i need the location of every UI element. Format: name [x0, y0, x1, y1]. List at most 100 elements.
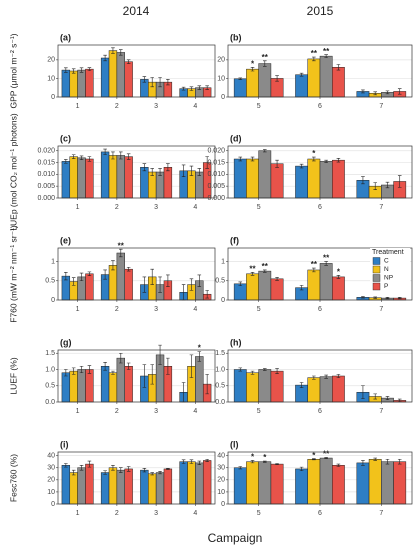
- error-bar: [373, 457, 377, 461]
- bar: [61, 465, 71, 505]
- error-bar: [197, 460, 202, 465]
- significance-mark: *: [312, 149, 316, 158]
- y-tick-label: 20: [47, 477, 55, 484]
- bar: [246, 68, 259, 98]
- y-tick-label: 0.020: [207, 148, 225, 155]
- error-bar: [263, 460, 267, 463]
- x-tick-label: 1: [76, 510, 80, 517]
- error-bar: [126, 59, 131, 64]
- y-tick-label: 0: [51, 94, 55, 101]
- panel-label: (g): [60, 337, 72, 347]
- error-bar: [150, 77, 154, 88]
- error-bar: [336, 157, 341, 163]
- error-bar: [158, 471, 162, 475]
- error-bar: [158, 276, 162, 293]
- error-bar: [189, 165, 194, 176]
- x-tick-label: 5: [257, 306, 261, 313]
- legend-label: C: [384, 258, 389, 265]
- error-bar: [111, 151, 115, 160]
- panel-border: [227, 247, 413, 301]
- y-tick-label: 1.0: [45, 366, 55, 373]
- y-tick-label: 0.0: [215, 399, 225, 406]
- x-tick-label: 6: [318, 306, 322, 313]
- bar: [319, 376, 333, 403]
- legend-swatch: [372, 265, 381, 274]
- error-bar: [126, 266, 131, 272]
- error-bar: [158, 344, 162, 365]
- bar: [258, 63, 272, 98]
- error-bar: [103, 470, 107, 475]
- y-tick-label: 0.5: [45, 278, 55, 285]
- x-tick-label: 1: [76, 408, 80, 415]
- bar: [332, 375, 345, 403]
- x-tick-label: 2: [115, 103, 119, 110]
- panel-label: (c): [60, 133, 71, 143]
- error-bar: [250, 370, 255, 375]
- bar: [258, 461, 272, 505]
- error-bar: [119, 467, 123, 473]
- error-bar: [250, 66, 255, 72]
- error-bar: [385, 458, 390, 465]
- panel-border: [227, 349, 413, 403]
- panel-label: (e): [60, 235, 71, 245]
- bar: [124, 156, 133, 199]
- y-tick-label: 0.0: [45, 399, 55, 406]
- error-bar: [336, 275, 341, 279]
- panel-label: (d): [230, 133, 242, 143]
- y-tick-label: 40: [217, 452, 225, 459]
- panel-border: [57, 145, 216, 199]
- error-bar: [373, 296, 377, 299]
- bar: [270, 463, 284, 505]
- bar: [319, 55, 333, 98]
- panel-label: (f): [230, 235, 239, 245]
- significance-mark: **: [262, 262, 269, 271]
- y-tick-label: 1: [221, 258, 225, 265]
- error-bar: [397, 458, 402, 465]
- significance-mark: *: [198, 344, 202, 353]
- significance-mark: **: [323, 254, 330, 263]
- bar: [85, 369, 94, 403]
- panel-border: [57, 451, 216, 505]
- bar: [116, 52, 125, 98]
- bar: [100, 366, 110, 403]
- bar: [295, 468, 308, 505]
- panel-label: (a): [60, 32, 71, 42]
- error-bar: [64, 159, 68, 164]
- significance-mark: *: [337, 267, 341, 276]
- bar: [85, 273, 94, 301]
- bar: [233, 467, 247, 505]
- bar: [195, 356, 204, 403]
- error-bar: [361, 385, 365, 400]
- y-tick-label: 0.020: [37, 148, 55, 155]
- y-tick-label: 0.5: [215, 383, 225, 390]
- legend-label: NP: [384, 275, 393, 282]
- error-bar: [87, 67, 92, 71]
- bar: [124, 268, 133, 301]
- error-bar: [111, 47, 115, 54]
- significance-mark: *: [312, 451, 316, 460]
- x-tick-label: 3: [154, 103, 158, 110]
- error-bar: [324, 457, 328, 459]
- y-tick-label: 0.000: [207, 195, 225, 202]
- bar: [77, 369, 86, 403]
- bar: [270, 370, 284, 403]
- y-tick-label: 0.015: [37, 159, 55, 166]
- error-bar: [263, 269, 267, 273]
- error-bar: [312, 458, 316, 461]
- y-tick-label: 0.010: [207, 171, 225, 178]
- error-bar: [71, 277, 76, 286]
- bar: [124, 468, 133, 505]
- panel-border: [227, 145, 413, 199]
- bar: [307, 269, 321, 301]
- legend-label: P: [384, 283, 388, 290]
- bar: [307, 58, 321, 98]
- bar: [195, 462, 204, 505]
- bar: [233, 158, 247, 199]
- error-bar: [71, 68, 76, 74]
- bar: [124, 61, 133, 98]
- x-tick-label: 2: [115, 510, 119, 517]
- bar: [77, 467, 86, 505]
- error-bar: [103, 54, 107, 62]
- x-tick-label: 4: [193, 204, 197, 211]
- x-tick-label: 2: [115, 306, 119, 313]
